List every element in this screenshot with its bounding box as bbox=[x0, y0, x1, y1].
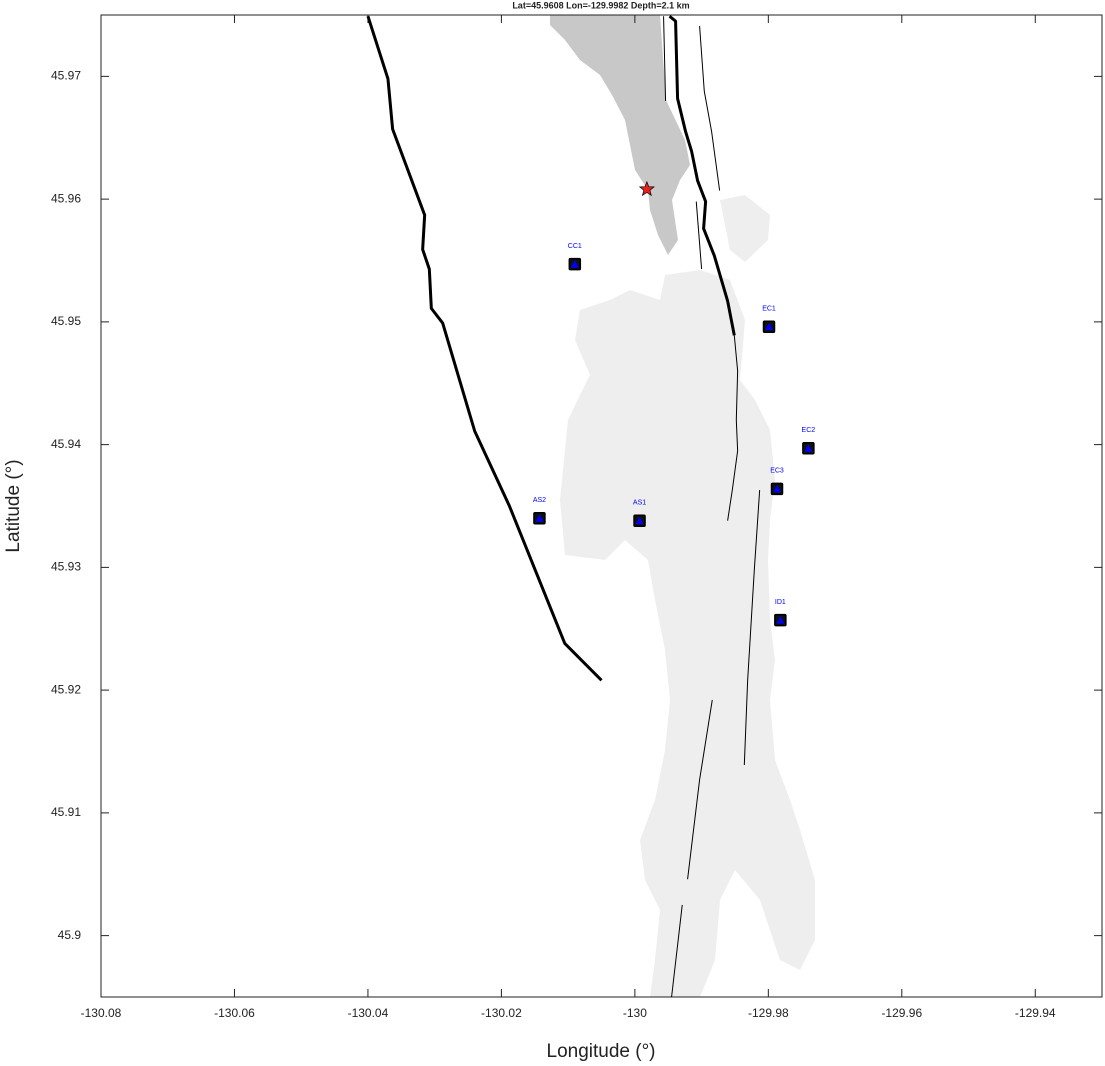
station-label: EC2 bbox=[802, 427, 816, 434]
y-tick-label: 45.93 bbox=[51, 560, 81, 574]
fissure-line bbox=[671, 904, 683, 998]
station-label: ID1 bbox=[775, 599, 786, 606]
fissure-line bbox=[727, 335, 739, 521]
station-triangle bbox=[570, 260, 579, 268]
epicenter-star bbox=[638, 180, 655, 197]
fissure-line bbox=[695, 201, 703, 270]
x-tick-label: -129.98 bbox=[748, 1006, 789, 1020]
station-triangle bbox=[773, 484, 782, 493]
x-tick-label: -130.06 bbox=[214, 1006, 255, 1020]
x-tick-label: -130.08 bbox=[81, 1006, 122, 1020]
light-lava-flow bbox=[720, 195, 770, 262]
dark-lava-flow bbox=[550, 15, 690, 255]
station-triangle bbox=[765, 322, 774, 331]
fault-line bbox=[366, 15, 603, 682]
y-tick-label: 45.92 bbox=[51, 682, 81, 696]
station-label: AS2 bbox=[533, 497, 546, 504]
station-triangle bbox=[635, 516, 644, 525]
fissure-line bbox=[743, 490, 761, 766]
x-tick-label: -130.02 bbox=[481, 1006, 522, 1020]
x-tick-label: -130.04 bbox=[348, 1006, 389, 1020]
fissure-line bbox=[663, 16, 667, 101]
x-tick-label: -129.94 bbox=[1015, 1006, 1056, 1020]
y-tick-label: 45.96 bbox=[51, 191, 81, 205]
y-tick-label: 45.9 bbox=[58, 928, 82, 942]
station-label: CC1 bbox=[568, 243, 582, 250]
station-label: EC3 bbox=[770, 468, 784, 475]
terrain bbox=[550, 15, 815, 997]
light-lava-flow bbox=[560, 270, 815, 997]
station-label: EC1 bbox=[762, 306, 776, 313]
fissure-line bbox=[699, 26, 721, 191]
fissure-line bbox=[687, 699, 713, 880]
station-label: AS1 bbox=[633, 500, 646, 507]
station-triangle bbox=[535, 514, 544, 522]
station-triangle bbox=[776, 616, 785, 624]
fault-line bbox=[668, 15, 736, 336]
y-tick-label: 45.97 bbox=[51, 69, 81, 83]
x-tick-label: -129.96 bbox=[881, 1006, 922, 1020]
x-axis-label: Longitude (°) bbox=[547, 1041, 656, 1062]
y-tick-label: 45.95 bbox=[51, 314, 81, 328]
plot-frame bbox=[100, 14, 1103, 998]
y-tick-label: 45.94 bbox=[51, 437, 81, 451]
station-triangle bbox=[804, 444, 813, 452]
x-tick-label: -130 bbox=[623, 1006, 647, 1020]
chart-title: Lat=45.9608 Lon=-129.9982 Depth=2.1 km bbox=[512, 0, 689, 10]
y-axis-label: Latitude (°) bbox=[3, 459, 24, 552]
y-tick-label: 45.91 bbox=[51, 805, 81, 819]
